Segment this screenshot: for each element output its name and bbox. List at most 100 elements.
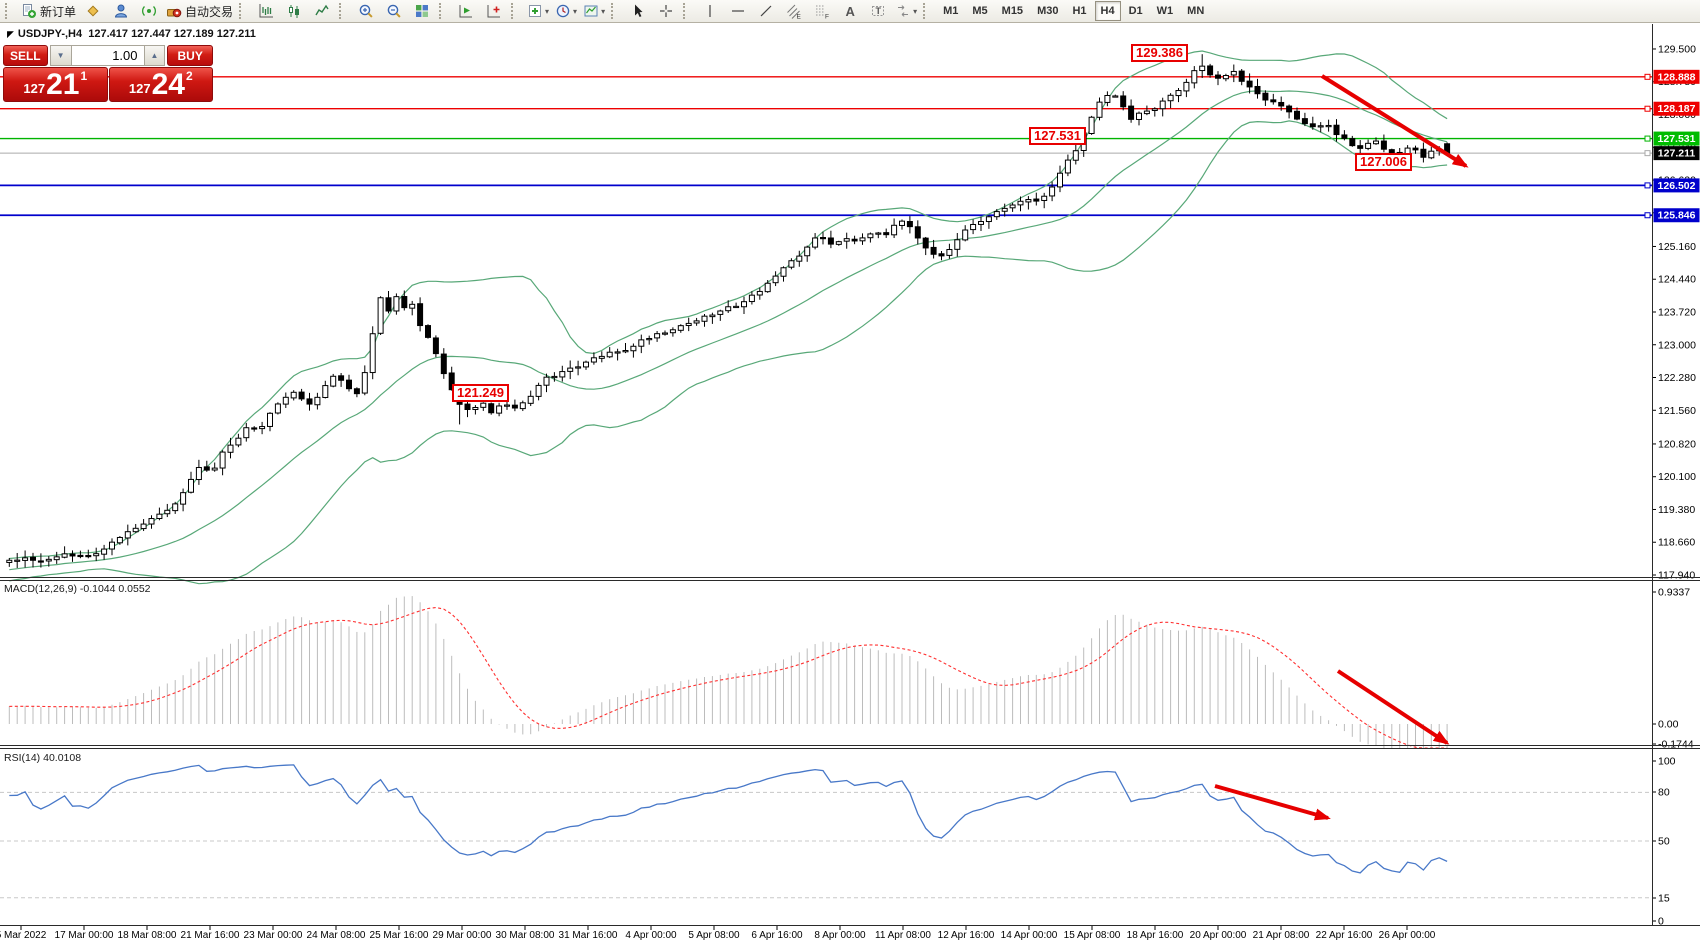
bid-price-pips: 21 — [46, 68, 80, 101]
svg-text:118.660: 118.660 — [1658, 537, 1695, 549]
svg-text:25 Mar 16:00: 25 Mar 16:00 — [370, 930, 429, 941]
indicators-button[interactable]: ▾ — [524, 0, 552, 22]
crosshair-icon — [660, 5, 673, 17]
zoom-out-icon — [387, 4, 401, 18]
arrows-button[interactable]: ▾ — [892, 0, 920, 22]
toolbar-grip — [611, 3, 620, 19]
rsi-pane — [0, 764, 1652, 899]
svg-text:14 Apr 00:00: 14 Apr 00:00 — [1001, 930, 1058, 941]
svg-text:128.187: 128.187 — [1658, 103, 1696, 115]
svg-text:117.940: 117.940 — [1658, 569, 1695, 581]
svg-text:30 Mar 08:00: 30 Mar 08:00 — [496, 930, 555, 941]
profile-icon — [114, 4, 128, 18]
price-callout: 121.249 — [452, 384, 509, 402]
volume-decrease-button[interactable]: ▼ — [49, 45, 72, 66]
chevron-down-icon: ▾ — [573, 6, 578, 16]
periods-icon — [556, 4, 570, 18]
ask-price-integer: 127 — [128, 81, 151, 96]
auto-scroll-button[interactable] — [452, 0, 480, 22]
svg-text:F: F — [825, 14, 829, 20]
svg-text:23 Mar 00:00: 23 Mar 00:00 — [244, 930, 303, 941]
text-icon: A — [846, 4, 856, 19]
signal-icon — [142, 6, 156, 16]
timeframe-m15-button[interactable]: M15 — [1001, 5, 1024, 17]
ask-price-panel[interactable]: 127 24 2 — [108, 67, 213, 102]
toolbar-grip — [683, 3, 692, 19]
svg-text:100: 100 — [1658, 756, 1676, 768]
bb-lower — [9, 120, 1448, 585]
svg-text:4 Apr 00:00: 4 Apr 00:00 — [625, 930, 677, 941]
svg-text:119.380: 119.380 — [1658, 504, 1695, 516]
sell-button[interactable]: SELL — [3, 45, 48, 66]
rsi-line — [9, 764, 1448, 874]
macd-indicator-label: MACD(12,26,9) -0.1044 0.0552 — [4, 583, 151, 595]
svg-text:127.211: 127.211 — [1658, 148, 1696, 160]
bollinger-bands — [9, 50, 1448, 585]
chart-shift-button[interactable] — [480, 0, 508, 22]
volume-increase-button[interactable]: ▲ — [143, 45, 166, 66]
timeframe-h1-button[interactable]: H1 — [1072, 5, 1087, 17]
svg-text:18 Apr 16:00: 18 Apr 16:00 — [1127, 930, 1184, 941]
signal-button[interactable] — [135, 0, 163, 22]
autotrade-button[interactable]: 自动交易 — [163, 0, 236, 22]
line-chart-button[interactable] — [308, 0, 336, 22]
svg-text:0.00: 0.00 — [1658, 719, 1679, 731]
svg-text:22 Apr 16:00: 22 Apr 16:00 — [1316, 930, 1373, 941]
bars-chart-button[interactable] — [252, 0, 280, 22]
svg-text:127.531: 127.531 — [1658, 133, 1696, 145]
text-label-button[interactable]: T — [864, 0, 892, 22]
svg-text:31 Mar 16:00: 31 Mar 16:00 — [559, 930, 618, 941]
trendline-button[interactable] — [752, 0, 780, 22]
horizontal-line-button[interactable] — [724, 0, 752, 22]
vertical-line-button[interactable] — [696, 0, 724, 22]
tile-windows-button[interactable] — [408, 0, 436, 22]
timeframe-mn-button[interactable]: MN — [1187, 5, 1205, 17]
timeframe-h4-button[interactable]: H4 — [1094, 1, 1121, 21]
toolbar-grip — [923, 3, 932, 19]
text-label-icon: T — [872, 6, 885, 16]
buy-button[interactable]: BUY — [167, 45, 213, 66]
text-button[interactable]: A — [836, 0, 864, 22]
svg-text:125.160: 125.160 — [1658, 241, 1696, 253]
price-callout: 127.006 — [1355, 153, 1412, 171]
diamond-button[interactable] — [79, 0, 107, 22]
bars-chart-icon — [259, 4, 274, 18]
periods-button[interactable]: ▾ — [552, 0, 580, 22]
toolbar-grip — [511, 3, 520, 19]
candles-chart-button[interactable] — [280, 0, 308, 22]
timeframe-d1-button[interactable]: D1 — [1128, 5, 1143, 17]
zoom-out-button[interactable] — [380, 0, 408, 22]
chart-ohlc-values: 127.417 127.447 127.189 127.211 — [88, 28, 256, 40]
profile-button[interactable] — [107, 0, 135, 22]
templates-button[interactable]: ▾ — [580, 0, 608, 22]
red-trend-arrow-rsi — [1214, 784, 1331, 821]
new-order-icon — [23, 4, 36, 18]
red-trend-arrow-macd — [1336, 669, 1450, 745]
volume-input[interactable] — [71, 45, 144, 66]
cursor-button[interactable] — [624, 0, 652, 22]
ask-price-pips: 24 — [151, 68, 185, 101]
svg-text:20 Apr 00:00: 20 Apr 00:00 — [1190, 930, 1247, 941]
channel-button[interactable]: E — [780, 0, 808, 22]
price-chart[interactable]: 129.500128.780128.060127.340126.620125.9… — [0, 24, 1700, 945]
bid-price-panel[interactable]: 127 21 1 — [3, 67, 108, 102]
chart-window[interactable]: 129.500128.780128.060127.340126.620125.9… — [0, 24, 1700, 945]
svg-text:21 Mar 16:00: 21 Mar 16:00 — [181, 930, 240, 941]
zoom-in-button[interactable] — [352, 0, 380, 22]
horizontal-line-icon — [732, 10, 745, 12]
new-order-button[interactable]: 新订单 — [18, 0, 79, 22]
cursor-icon — [635, 4, 643, 17]
svg-text:128.888: 128.888 — [1658, 71, 1696, 83]
fibonacci-button[interactable]: F — [808, 0, 836, 22]
timeframe-m1-button[interactable]: M1 — [943, 5, 959, 17]
timeframe-m30-button[interactable]: M30 — [1037, 5, 1059, 17]
timeframe-w1-button[interactable]: W1 — [1156, 5, 1174, 17]
toolbar-grip — [439, 3, 448, 19]
chart-marker-icon: ◤ — [7, 29, 14, 39]
crosshair-button[interactable] — [652, 0, 680, 22]
chart-title: ◤ USDJPY-,H4 127.417 127.447 127.189 127.… — [7, 28, 256, 40]
toolbar-grip — [5, 3, 14, 19]
svg-text:T: T — [876, 6, 882, 16]
timeframe-m5-button[interactable]: M5 — [972, 5, 988, 17]
